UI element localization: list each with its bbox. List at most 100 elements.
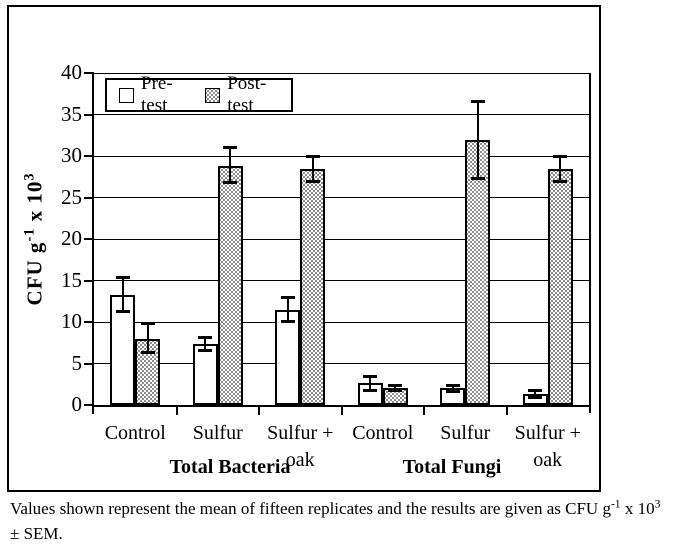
error-bar-line-pre-test-2	[286, 297, 289, 322]
x-category-label-3: Control	[338, 420, 429, 447]
error-bar-cap-top-pre-test-0	[115, 275, 130, 279]
error-bar-cap-top-post-test-0	[140, 322, 155, 326]
caption: Values shown represent the mean of fifte…	[10, 496, 660, 546]
x-category-label-line: oak	[285, 449, 315, 471]
error-bar-line-post-test-1	[229, 147, 232, 183]
error-bar-cap-top-pre-test-4	[445, 383, 460, 387]
x-tick-5	[505, 407, 508, 415]
x-category-label-line: oak	[533, 449, 563, 471]
error-bar-line-post-test-5	[559, 156, 562, 182]
caption-sup-3: 3	[654, 497, 661, 511]
error-bar-cap-bottom-pre-test-4	[445, 390, 460, 394]
gridline-25	[94, 197, 589, 198]
bar-post-test-0	[135, 338, 161, 405]
gridline-5	[94, 363, 589, 364]
legend-label-posttest: Post-test	[227, 73, 267, 116]
group-label-total-bacteria: Total Bacteria	[169, 456, 291, 478]
x-category-label-1: Sulfur	[173, 420, 264, 447]
error-bar-cap-bottom-post-test-1	[223, 181, 238, 185]
gridline-30	[94, 155, 589, 157]
legend-swatch-pretest-icon	[119, 87, 134, 103]
gridline-10	[94, 321, 589, 323]
error-bar-line-pre-test-4	[451, 385, 454, 392]
y-tick-label-30: 30	[61, 143, 82, 167]
error-bar-cap-top-pre-test-1	[198, 336, 213, 340]
y-axis-line	[92, 73, 94, 414]
error-bar-line-pre-test-3	[369, 376, 372, 391]
error-bar-cap-top-post-test-4	[470, 99, 485, 103]
y-tick-25	[84, 196, 94, 199]
error-bar-cap-bottom-post-test-3	[388, 388, 403, 392]
gridline-15	[94, 280, 589, 281]
x-category-label-4: Sulfur	[420, 420, 511, 447]
x-category-label-line: Sulfur	[440, 422, 491, 444]
x-tick-1	[175, 407, 178, 415]
x-category-label-line: Sulfur	[192, 422, 243, 444]
group-label-total-fungi: Total Fungi	[402, 456, 502, 478]
error-bar-line-pre-test-0	[121, 277, 124, 312]
x-category-label-line: Control	[352, 422, 414, 444]
plot-right-border	[589, 73, 591, 413]
error-bar-cap-top-pre-test-2	[280, 295, 295, 299]
gridline-20	[94, 238, 589, 240]
caption-line1: Values shown represent the mean of fifte…	[10, 499, 611, 518]
error-bar-cap-top-pre-test-5	[528, 388, 543, 392]
error-bar-line-post-test-2	[311, 156, 314, 182]
y-tick-15	[84, 279, 94, 282]
x-category-label-2: Sulfur + oak	[255, 420, 346, 474]
y-tick-label-20: 20	[61, 226, 82, 250]
y-tick-label-0: 0	[71, 392, 83, 416]
x-category-label-0: Control	[90, 420, 181, 447]
y-tick-10	[84, 321, 94, 323]
caption-sup-minus1: -1	[610, 497, 621, 511]
x-category-label-5: Sulfur + oak	[503, 420, 594, 474]
x-tick-3	[340, 407, 343, 415]
y-tick-5	[84, 362, 94, 365]
error-bar-cap-bottom-pre-test-3	[363, 388, 378, 392]
bar-pre-test-2	[275, 309, 301, 405]
bar-pre-test-0	[110, 294, 136, 405]
caption-line2: ± SEM.	[10, 524, 63, 543]
y-tick-label-15: 15	[61, 267, 82, 292]
error-bar-cap-bottom-pre-test-2	[280, 319, 295, 323]
error-bar-cap-bottom-pre-test-1	[198, 348, 213, 352]
x-category-label-line: Sulfur +	[514, 422, 581, 444]
bar-post-test-5	[547, 169, 573, 405]
legend-swatch-posttest-icon	[205, 87, 221, 103]
x-axis-line	[92, 405, 590, 407]
y-tick-20	[84, 238, 94, 240]
x-tick-4	[423, 407, 425, 415]
bar-post-test-2	[300, 169, 326, 405]
error-bar-line-pre-test-5	[534, 390, 537, 398]
error-bar-cap-top-post-test-3	[388, 384, 403, 388]
bar-post-test-4	[465, 140, 491, 405]
error-bar-line-post-test-4	[476, 101, 479, 179]
error-bar-line-pre-test-1	[204, 337, 207, 351]
y-tick-40	[84, 72, 94, 74]
error-bar-cap-bottom-post-test-2	[305, 180, 320, 184]
y-tick-label-25: 25	[61, 184, 82, 209]
bar-pre-test-1	[192, 344, 218, 405]
y-axis-title-sup-3: 3	[21, 172, 38, 181]
bar-post-test-1	[217, 165, 243, 405]
error-bar-cap-top-post-test-1	[223, 146, 238, 150]
error-bar-cap-bottom-post-test-5	[553, 180, 568, 184]
x-tick-2	[258, 407, 260, 415]
error-bar-cap-bottom-post-test-0	[140, 351, 155, 355]
y-tick-label-5: 5	[71, 350, 83, 375]
error-bar-cap-top-pre-test-3	[363, 375, 378, 379]
y-axis-title-text-2: x 10	[22, 180, 47, 228]
y-tick-label-40: 40	[61, 60, 82, 84]
error-bar-cap-bottom-pre-test-0	[115, 309, 130, 313]
x-category-label-line: Control	[104, 422, 166, 444]
error-bar-line-post-test-3	[394, 385, 397, 391]
legend-label-pretest: Pre-test	[141, 73, 173, 116]
y-axis-title-text: CFU g	[22, 241, 47, 306]
y-tick-label-35: 35	[61, 101, 82, 126]
caption-line1-cont: x 10	[620, 499, 655, 518]
y-tick-35	[84, 113, 94, 116]
y-tick-30	[84, 155, 94, 157]
error-bar-cap-bottom-pre-test-5	[528, 396, 543, 400]
